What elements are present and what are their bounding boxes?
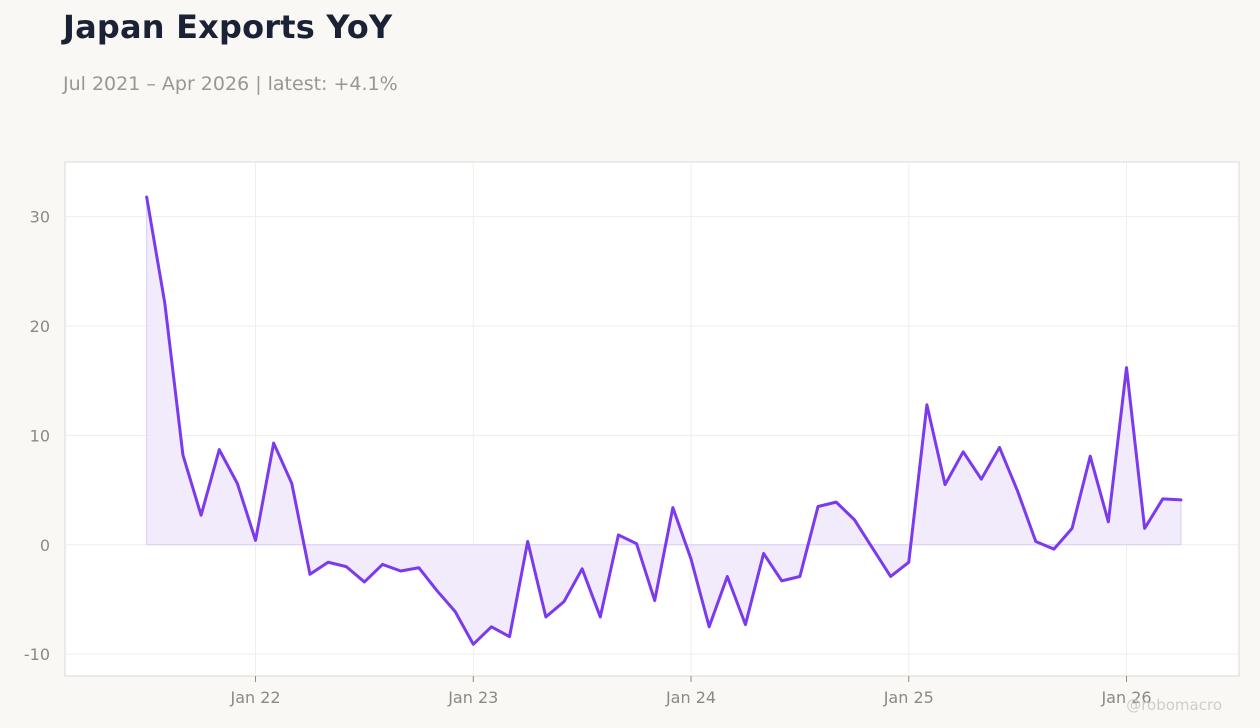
data-point — [598, 615, 602, 619]
data-point — [362, 580, 366, 584]
data-point — [616, 533, 620, 537]
x-axis-ticks: Jan 22 Jan 23 Jan 24 Jan 25 Jan 26 — [229, 676, 1152, 707]
data-point — [435, 589, 439, 593]
x-tick-label: Jan 22 — [229, 688, 280, 707]
plot-area — [64, 161, 1240, 677]
data-point — [635, 542, 639, 546]
data-point — [762, 552, 766, 556]
data-point — [489, 625, 493, 629]
data-point — [163, 301, 167, 305]
series-line — [145, 195, 1183, 646]
y-tick-label: 20 — [30, 317, 50, 336]
data-point — [417, 566, 421, 570]
data-point — [453, 609, 457, 613]
data-point — [344, 565, 348, 569]
x-tick-label: Jan 26 — [1100, 688, 1151, 707]
data-point — [145, 195, 149, 199]
y-tick-label: 30 — [30, 208, 50, 227]
data-point — [544, 615, 548, 619]
data-point — [308, 572, 312, 576]
data-point — [526, 539, 530, 543]
data-point — [235, 482, 239, 486]
chart-subtitle: Jul 2021 – Apr 2026 | latest: +4.1% — [63, 73, 398, 95]
series-line-layer — [145, 195, 1183, 646]
data-point — [1034, 539, 1038, 543]
data-point — [671, 506, 675, 510]
data-point — [290, 482, 294, 486]
data-point — [852, 518, 856, 522]
data-point — [381, 562, 385, 566]
x-tick-label: Jan 24 — [665, 688, 716, 707]
data-point — [199, 513, 203, 517]
data-point — [1179, 498, 1183, 502]
watermark-label: @robomacro — [1126, 696, 1222, 714]
data-point — [1143, 526, 1147, 530]
data-point — [870, 546, 874, 550]
data-point — [743, 623, 747, 627]
data-point — [798, 574, 802, 578]
data-point — [689, 557, 693, 561]
data-point — [907, 560, 911, 564]
data-point — [979, 477, 983, 481]
x-tick-label: Jan 25 — [883, 688, 934, 707]
data-point — [961, 450, 965, 454]
data-point — [653, 599, 657, 603]
data-point — [707, 625, 711, 629]
data-point — [725, 574, 729, 578]
data-point — [1124, 366, 1128, 370]
data-point — [326, 560, 330, 564]
data-point — [1070, 526, 1074, 530]
data-point — [272, 441, 276, 445]
data-point — [816, 504, 820, 508]
data-point — [889, 574, 893, 578]
y-axis-ticks: -10 0 10 20 30 — [24, 208, 50, 664]
data-point — [925, 403, 929, 407]
data-point — [399, 569, 403, 573]
grid-lines — [65, 162, 1239, 676]
data-point — [580, 567, 584, 571]
y-tick-label: 0 — [40, 536, 50, 555]
data-point — [181, 453, 185, 457]
data-point — [508, 635, 512, 639]
data-point — [1016, 489, 1020, 493]
y-tick-label: -10 — [24, 645, 50, 664]
data-point — [943, 483, 947, 487]
data-point — [471, 642, 475, 646]
data-point — [1161, 497, 1165, 501]
data-point — [217, 448, 221, 452]
data-point — [834, 500, 838, 504]
y-tick-label: 10 — [30, 426, 50, 445]
data-point — [997, 445, 1001, 449]
data-point — [254, 538, 258, 542]
data-point — [1052, 547, 1056, 551]
data-point — [1088, 454, 1092, 458]
data-point — [780, 579, 784, 583]
data-point — [1106, 520, 1110, 524]
chart-title: Japan Exports YoY — [63, 8, 393, 46]
data-point — [562, 600, 566, 604]
x-tick-label: Jan 23 — [447, 688, 498, 707]
